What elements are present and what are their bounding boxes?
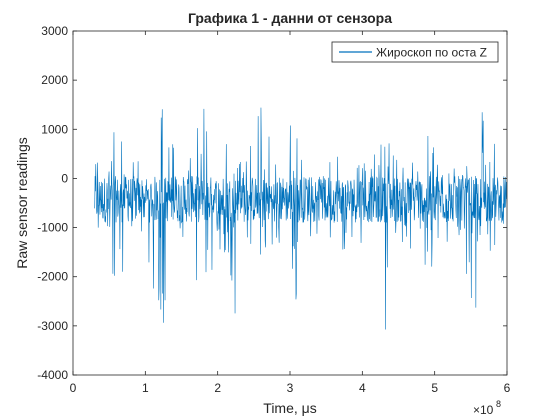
y-tick-label: -4000: [37, 368, 68, 382]
legend-label: Жироскоп по оста Z: [376, 46, 487, 60]
x-tick-label: 0: [70, 381, 77, 395]
x-tick-label: 5: [431, 381, 438, 395]
x-tick-label: 4: [359, 381, 366, 395]
x-exponent-power: 8: [496, 399, 501, 409]
x-exponent-label: ×10: [473, 403, 494, 417]
x-tick-label: 6: [504, 381, 511, 395]
chart-title: Графика 1 - данни от сензора: [188, 10, 392, 26]
y-tick-label: 0: [61, 171, 68, 185]
series-line-gyro-z: [94, 107, 507, 330]
y-tick-label: -1000: [37, 221, 68, 235]
legend: Жироскоп по оста Z: [331, 41, 499, 63]
x-tick-label: 3: [287, 381, 294, 395]
y-tick-label: 1000: [41, 122, 68, 136]
legend-box: [331, 41, 499, 63]
y-axis-label: Raw sensor readings: [14, 137, 30, 269]
x-axis-label: Time, μs: [263, 400, 316, 416]
y-tick-label: -3000: [37, 319, 68, 333]
y-tick-label: -2000: [37, 270, 68, 284]
y-tick-label: 2000: [41, 73, 68, 87]
x-tick-label: 2: [214, 381, 221, 395]
y-tick-label: 3000: [41, 24, 68, 38]
series-layer: [94, 107, 507, 330]
x-tick-label: 1: [142, 381, 149, 395]
ticks-layer: 0 1 2 3 4 5 6 3000 2000 1000 0 -1000 -2000 -3000 -4000: [37, 24, 510, 395]
